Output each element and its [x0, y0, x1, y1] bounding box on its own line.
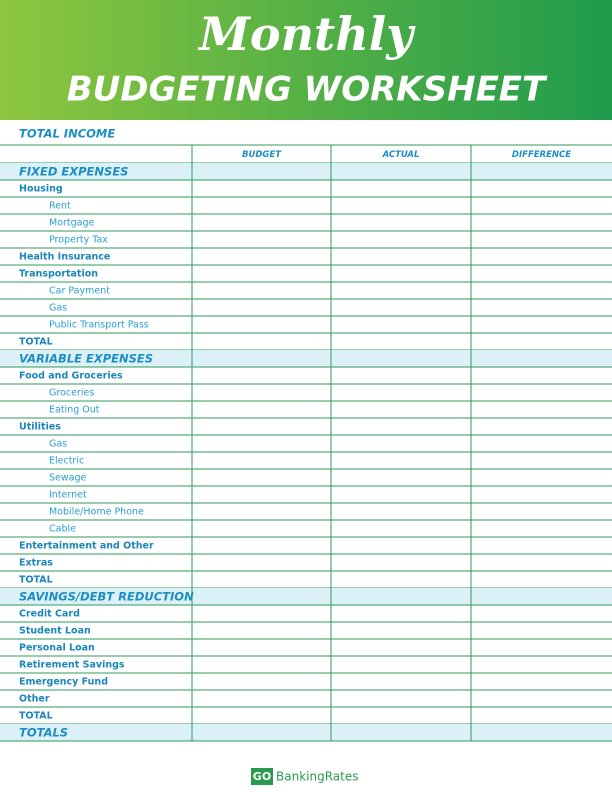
row-label: Other — [19, 694, 50, 705]
row-item: Gas — [49, 303, 67, 314]
section-band — [0, 588, 612, 605]
section-title: VARIABLE EXPENSES — [19, 352, 153, 366]
row-label: Entertainment and Other — [19, 541, 154, 552]
row-item: Electric — [49, 456, 84, 467]
row-item: Sewage — [49, 473, 86, 484]
row-item: Eating Out — [49, 405, 100, 416]
income-label: TOTAL INCOME — [19, 127, 115, 141]
row-label: Housing — [19, 184, 63, 195]
row-item: Internet — [49, 490, 87, 501]
row-item: Mortgage — [49, 218, 95, 229]
section-band — [0, 163, 612, 180]
row-label: Extras — [19, 558, 53, 569]
row-label: TOTAL — [19, 337, 53, 348]
section-title: TOTALS — [19, 726, 68, 740]
row-item: Groceries — [49, 388, 94, 399]
row-item: Property Tax — [49, 235, 108, 246]
row-label: TOTAL — [19, 575, 53, 586]
section-title: FIXED EXPENSES — [19, 165, 128, 179]
row-label: Utilities — [19, 422, 61, 433]
row-item: Car Payment — [49, 286, 110, 297]
logo-box — [251, 768, 273, 785]
table: TOTAL INCOME BUDGET ACTUAL DIFFERENCE FIXED … — [0, 127, 612, 742]
row-label: Transportation — [19, 269, 98, 280]
row-label: Retirement Savings — [19, 660, 125, 671]
column-header: ACTUAL — [382, 150, 420, 160]
title: BUDGETING WORKSHEET — [67, 70, 548, 110]
script-title: Monthly — [197, 7, 416, 61]
row-label: Personal Loan — [19, 643, 95, 654]
row-item: Rent — [49, 201, 71, 212]
section-band — [0, 350, 612, 367]
row-label: Student Loan — [19, 626, 91, 637]
row-label: TOTAL — [19, 711, 53, 722]
row-label: Food and Groceries — [19, 371, 123, 382]
row-item: Mobile/Home Phone — [49, 507, 144, 518]
row-item: Public Transport Pass — [49, 320, 149, 331]
column-header: DIFFERENCE — [512, 150, 571, 160]
section-title: SAVINGS/DEBT REDUCTION — [19, 590, 194, 604]
row-item: Cable — [49, 524, 76, 535]
header-band — [0, 0, 612, 120]
row-label: Emergency Fund — [19, 677, 108, 688]
row-item: Gas — [49, 439, 67, 450]
column-header: BUDGET — [242, 150, 282, 160]
row-label: Credit Card — [19, 609, 80, 620]
logo-mark: GO — [253, 770, 271, 783]
section-band — [0, 724, 612, 741]
row-label: Health Insurance — [19, 252, 110, 263]
logo-text: BankingRates — [276, 770, 358, 784]
